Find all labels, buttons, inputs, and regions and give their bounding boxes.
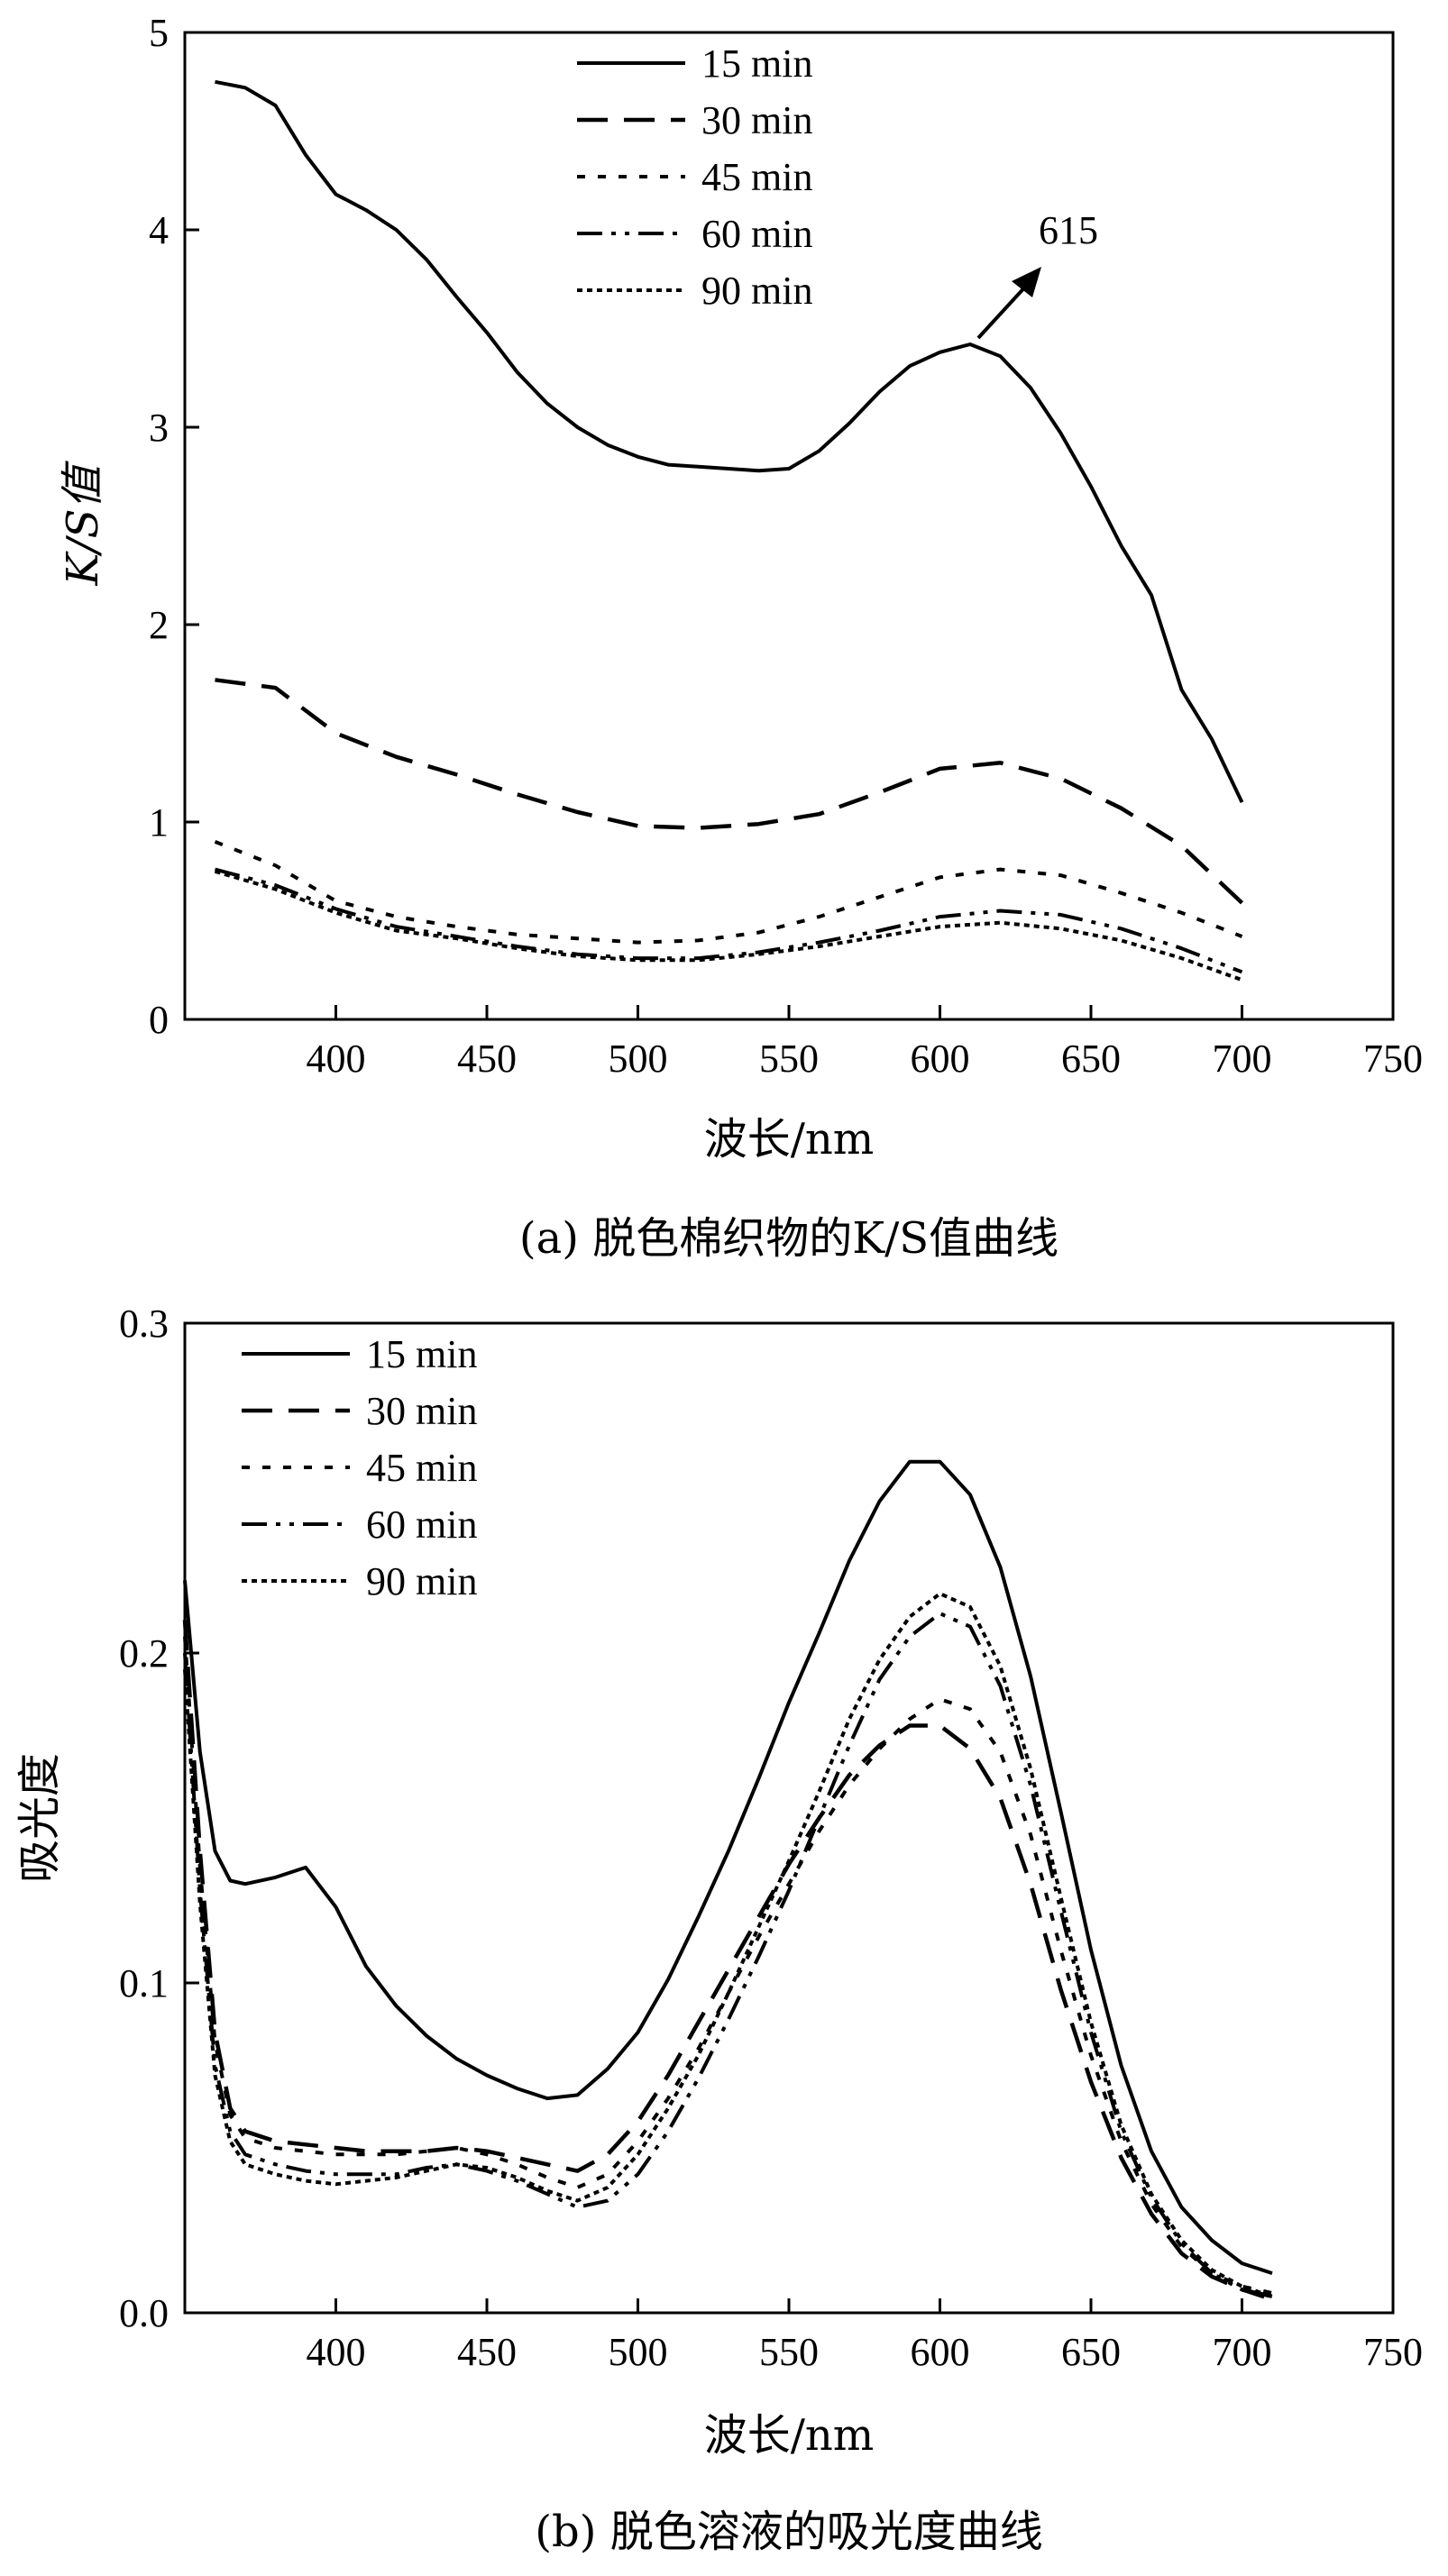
panel-a-legend: 15 min 30 min 45 min 60 min 90 min — [577, 41, 812, 313]
legend-label: 45 min — [366, 1446, 477, 1490]
legend-label: 45 min — [701, 155, 812, 199]
panel-b-x-axis-label: 波长/nm — [704, 2410, 875, 2461]
panel-a-y-tick-label: 0 — [149, 998, 169, 1042]
panel-b-x-tick-label: 600 — [911, 2330, 970, 2374]
panel-a-caption: (a) 脱色棉织物的K/S值曲线 — [519, 1213, 1059, 1264]
legend-label: 15 min — [366, 1332, 477, 1376]
panel-a-y-tick-label: 1 — [149, 800, 169, 845]
panel-b-series-45-min — [183, 1636, 1273, 2295]
panel-a-y-tick-label: 3 — [149, 406, 169, 450]
panel-a-x-tick-label: 400 — [307, 1037, 366, 1081]
panel-b-x-ticks: 400 450 500 550 600 650 700 750 — [307, 2298, 1423, 2374]
panel-b-series — [182, 1459, 1273, 2302]
panel-b-y-tick-label: 0.0 — [119, 2291, 169, 2335]
panel-b-x-tick-label: 750 — [1363, 2330, 1423, 2374]
panel-a-peak-arrow — [976, 267, 1041, 340]
legend-label: 90 min — [366, 1559, 477, 1603]
panel-a-y-tick-label: 2 — [149, 603, 169, 647]
legend-label: 30 min — [701, 98, 812, 142]
panel-a-x-tick-label: 600 — [911, 1037, 970, 1081]
panel-b-y-tick-label: 0.1 — [119, 1961, 169, 2005]
panel-b-x-tick-label: 700 — [1213, 2330, 1272, 2374]
legend-label: 30 min — [366, 1389, 477, 1433]
panel-a-y-axis-label: K/S值 — [58, 461, 108, 587]
panel-b-series-15-min — [183, 1459, 1273, 2276]
panel-a-peak-label: 615 — [1039, 208, 1098, 252]
panel-a-series-45-min — [214, 840, 1243, 945]
panel-a-x-tick-label: 700 — [1213, 1037, 1272, 1081]
panel-a-y-tick-label: 4 — [149, 208, 169, 252]
panel-a-x-axis-label: 波长/nm — [704, 1114, 875, 1165]
panel-a-x-tick-label: 650 — [1061, 1037, 1121, 1081]
panel-b-y-axis-label: 吸光度 — [14, 1753, 65, 1883]
panel-b-y-ticks: 0.0 0.1 0.2 0.3 — [119, 1302, 199, 2335]
panel-b-x-tick-label: 400 — [307, 2330, 366, 2374]
panel-a-series — [214, 79, 1244, 982]
panel-b-x-tick-label: 650 — [1061, 2330, 1121, 2374]
panel-a-x-tick-label: 750 — [1363, 1037, 1423, 1081]
panel-a-x-ticks: 400 450 500 550 600 650 700 750 — [307, 1005, 1423, 1081]
panel-a-x-tick-label: 450 — [457, 1037, 517, 1081]
panel-a-ks-chart: 0 1 2 3 4 5 400 450 500 550 600 650 700 750 15 min 30… — [58, 11, 1423, 1264]
panel-b-series-90-min — [183, 1592, 1273, 2298]
legend-label: 90 min — [701, 269, 812, 313]
panel-b-x-tick-label: 550 — [759, 2330, 819, 2374]
panel-a-x-tick-label: 500 — [609, 1037, 668, 1081]
panel-a-series-90-min — [214, 869, 1243, 982]
panel-a-x-tick-label: 550 — [759, 1037, 819, 1081]
panel-a-series-15-min — [215, 79, 1244, 803]
panel-b-x-tick-label: 500 — [609, 2330, 668, 2374]
legend-label: 15 min — [701, 41, 812, 86]
panel-a-y-ticks: 0 1 2 3 4 5 — [149, 11, 199, 1042]
panel-b-series-60-min — [183, 1612, 1273, 2302]
legend-label: 60 min — [366, 1503, 477, 1547]
panel-b-series-30-min — [182, 1620, 1273, 2298]
legend-label: 60 min — [701, 212, 812, 256]
panel-b-legend: 15 min 30 min 45 min 60 min 90 min — [242, 1332, 477, 1603]
panel-a-series-30-min — [215, 678, 1244, 905]
panel-b-y-tick-label: 0.2 — [119, 1631, 169, 1676]
panel-b-caption: (b) 脱色溶液的吸光度曲线 — [535, 2507, 1042, 2557]
panel-a-series-60-min — [214, 867, 1243, 974]
panel-b-y-tick-label: 0.3 — [119, 1302, 169, 1346]
panel-b-absorbance-chart: 0.0 0.1 0.2 0.3 400 450 500 550 600 650 700 750 15… — [14, 1302, 1423, 2557]
panel-b-x-tick-label: 450 — [457, 2330, 517, 2374]
panel-a-y-tick-label: 5 — [149, 11, 169, 55]
